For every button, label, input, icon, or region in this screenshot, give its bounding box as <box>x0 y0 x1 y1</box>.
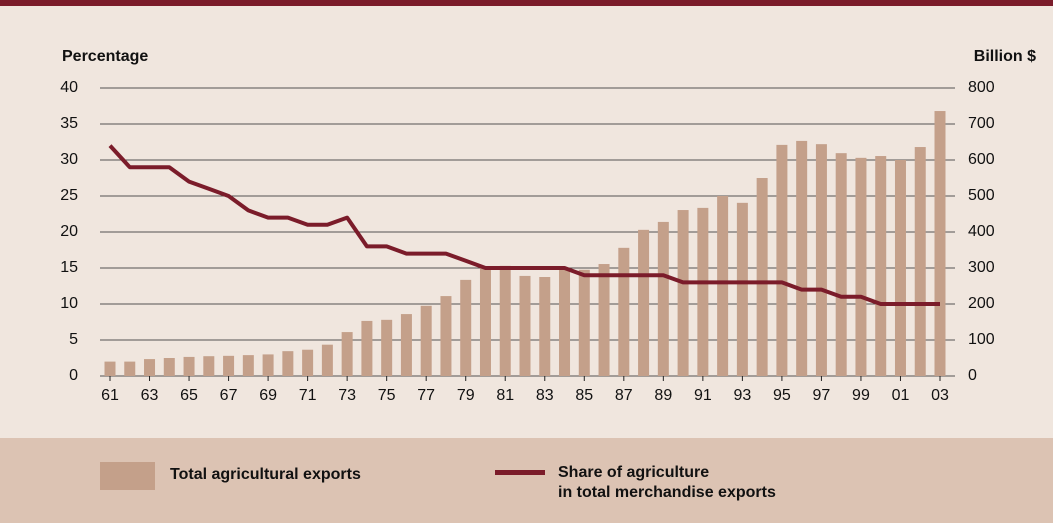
x-tick-label: 89 <box>654 387 672 404</box>
x-tick-label: 67 <box>220 387 238 404</box>
y2-tick-label: 500 <box>968 187 995 204</box>
x-tick-label: 63 <box>141 387 159 404</box>
legend: Total agricultural exports Share of agri… <box>0 438 1053 523</box>
y-axis-label: Percentage <box>62 48 148 65</box>
y2-tick-label: 800 <box>968 79 995 96</box>
x-tick-label: 93 <box>733 387 751 404</box>
x-tick-label: 01 <box>892 387 910 404</box>
line <box>108 144 940 306</box>
bar <box>697 207 709 376</box>
bar <box>203 356 215 376</box>
x-tick-label: 87 <box>615 387 633 404</box>
bar <box>381 319 393 376</box>
chart: Percentage Billion $ 0510152025303540010… <box>0 0 1053 404</box>
bar <box>124 361 136 376</box>
bar <box>223 355 235 376</box>
bar <box>736 202 748 376</box>
bar <box>262 354 274 376</box>
legend-label: Share of agriculture in total merchandis… <box>558 464 776 501</box>
bar <box>282 351 294 376</box>
bar <box>440 296 452 376</box>
bar <box>420 305 432 376</box>
x-tick-label: 95 <box>773 387 791 404</box>
y-tick-label: 40 <box>60 79 78 96</box>
y2-axis-label: Billion $ <box>974 48 1036 65</box>
bar <box>302 349 314 376</box>
legend-label: Total agricultural exports <box>170 466 361 483</box>
bar <box>242 355 254 376</box>
bar <box>341 332 353 376</box>
y-tick-label: 35 <box>60 115 78 132</box>
bar <box>638 229 650 376</box>
y-tick-label: 20 <box>60 223 78 240</box>
bar <box>776 144 788 376</box>
bar <box>835 153 847 376</box>
bar <box>400 314 412 376</box>
legend-swatch <box>100 462 155 490</box>
legend-swatch <box>495 470 545 475</box>
y-tick-label: 0 <box>69 367 78 384</box>
y2-tick-label: 100 <box>968 331 995 348</box>
y2-tick-label: 0 <box>968 367 977 384</box>
x-tick-label: 97 <box>813 387 831 404</box>
bar <box>914 147 926 376</box>
x-tick-label: 79 <box>457 387 475 404</box>
bar <box>361 320 373 376</box>
bar <box>717 196 729 376</box>
bar <box>855 157 867 376</box>
bar <box>519 275 531 376</box>
y-tick-label: 15 <box>60 259 78 276</box>
x-tick-label: 69 <box>259 387 277 404</box>
x-tick-label: 71 <box>299 387 317 404</box>
bar <box>934 111 946 376</box>
y-tick-label: 5 <box>69 331 78 348</box>
bar <box>657 221 669 376</box>
x-tick-label: 83 <box>536 387 554 404</box>
y-tick-label: 25 <box>60 187 78 204</box>
bar <box>756 178 768 376</box>
y2-tick-label: 700 <box>968 115 995 132</box>
x-tick-label: 85 <box>575 387 593 404</box>
bar <box>677 210 689 376</box>
bar <box>578 269 590 376</box>
y2-tick-label: 300 <box>968 259 995 276</box>
x-tick-label: 65 <box>180 387 198 404</box>
y2-tick-label: 200 <box>968 295 995 312</box>
x-tick-label: 91 <box>694 387 712 404</box>
bar <box>796 140 808 376</box>
bar <box>894 160 906 376</box>
bar <box>144 359 156 376</box>
bar <box>559 269 571 376</box>
y-tick-label: 30 <box>60 151 78 168</box>
bar <box>499 265 511 376</box>
x-tick-label: 75 <box>378 387 396 404</box>
bar <box>618 247 630 376</box>
bar <box>598 264 610 376</box>
top-strip <box>0 0 1053 6</box>
x-tick-label: 81 <box>496 387 514 404</box>
y2-tick-label: 600 <box>968 151 995 168</box>
x-tick-label: 73 <box>338 387 356 404</box>
y-tick-label: 10 <box>60 295 78 312</box>
bar <box>183 356 195 376</box>
x-tick-label: 77 <box>417 387 435 404</box>
bar <box>104 361 116 376</box>
bar <box>163 358 175 376</box>
bar <box>321 344 333 376</box>
bar <box>479 268 491 376</box>
bar <box>539 277 551 376</box>
y2-tick-label: 400 <box>968 223 995 240</box>
x-tick-label: 03 <box>931 387 949 404</box>
bar <box>875 156 887 376</box>
bar <box>460 279 472 376</box>
x-tick-label: 61 <box>101 387 119 404</box>
x-tick-label: 99 <box>852 387 870 404</box>
bar <box>815 144 827 376</box>
